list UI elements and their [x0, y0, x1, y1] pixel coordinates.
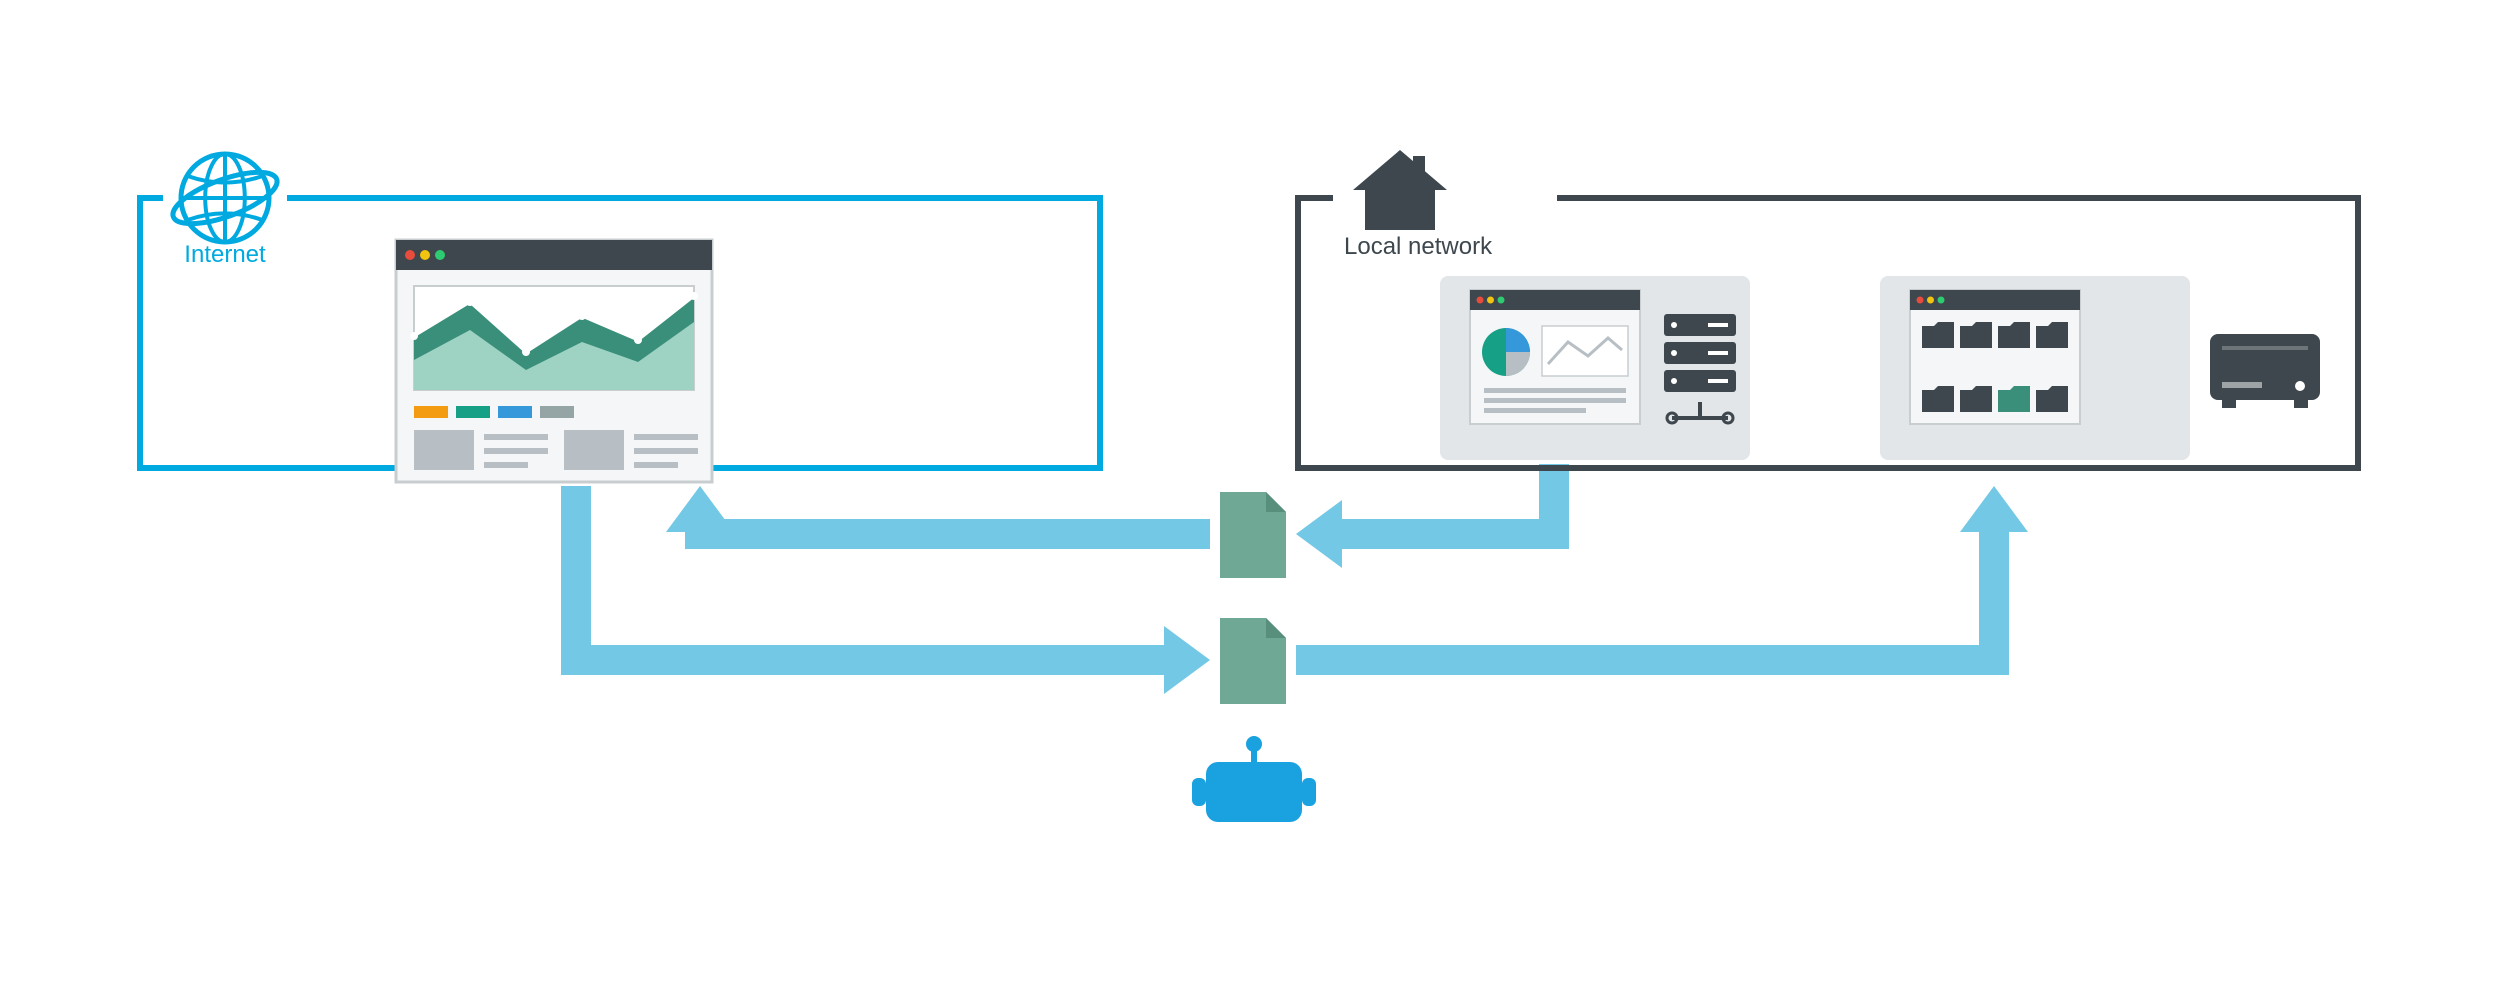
doc2-to-files-window: [1296, 486, 2028, 660]
internet-region: Internet: [140, 154, 1100, 482]
color-swatch: [498, 406, 532, 418]
local-network-label: Local network: [1344, 233, 1493, 260]
local-dashboard-window: [1470, 290, 1640, 424]
storage-device-icon: [2210, 334, 2320, 408]
thumbnail-placeholder: [414, 430, 474, 470]
sparkline-icon: [1542, 326, 1628, 376]
color-swatch: [456, 406, 490, 418]
document-icon-1: [1220, 618, 1286, 704]
local-dashboard-to-doc1: [1296, 464, 1554, 568]
internet-dashboard-to-doc2: [576, 486, 1210, 694]
document-icon-0: [1220, 492, 1286, 578]
internet-label: Internet: [184, 241, 266, 268]
color-swatch: [540, 406, 574, 418]
doc1-to-internet-dashboard: [666, 486, 1210, 534]
globe-icon: [167, 154, 283, 242]
pie-chart-icon: [1482, 328, 1530, 376]
file-browser-window: [1910, 290, 2080, 424]
thumbnail-placeholder: [564, 430, 624, 470]
color-swatch: [414, 406, 448, 418]
bot-icon: [1192, 736, 1316, 822]
dashboard-chart-icon: [410, 286, 698, 390]
house-icon: [1353, 150, 1447, 230]
internet-dashboard-window: [396, 240, 712, 482]
flow-arrows: [576, 464, 2028, 694]
local-network-region: Local network: [1298, 150, 2358, 468]
